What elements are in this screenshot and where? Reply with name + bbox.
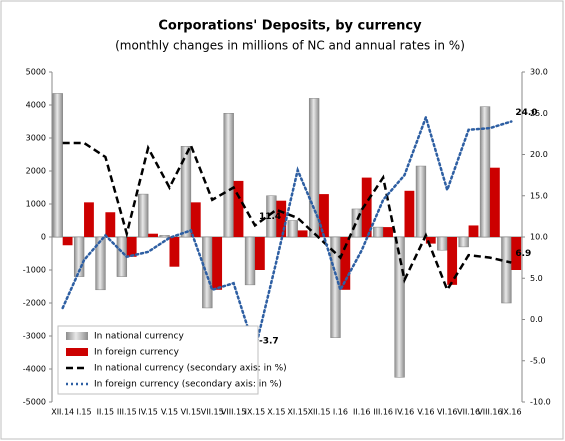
y-tick-label: -5000 — [23, 398, 46, 407]
bar — [489, 167, 500, 237]
bar — [244, 236, 256, 286]
legend-swatch — [66, 332, 88, 340]
bar — [458, 236, 469, 248]
legend-swatch — [66, 348, 88, 356]
x-tick-label: I.16 — [333, 408, 348, 417]
x-tick-label: II.15 — [97, 408, 114, 417]
x-tick-label: IX.15 — [245, 408, 266, 417]
y2-tick-label: -5.0 — [530, 356, 546, 365]
x-tick-label: VIII.15 — [221, 408, 246, 417]
bar — [425, 237, 436, 244]
x-tick-label: VII.16 — [457, 408, 480, 417]
y2-tick-label: 25.0 — [530, 109, 548, 118]
x-tick-label: V.15 — [161, 408, 178, 417]
x-tick-label: III.16 — [373, 408, 393, 417]
bar — [287, 220, 298, 238]
bar — [511, 237, 522, 270]
x-tick-label: VIII.16 — [477, 408, 502, 417]
bar — [169, 237, 180, 267]
x-tick-label: I.15 — [76, 408, 91, 417]
bar — [84, 202, 94, 237]
bar — [447, 237, 458, 285]
bar — [297, 230, 308, 237]
y2-tick-label: 0.0 — [530, 315, 543, 324]
bar — [383, 227, 393, 237]
data-label: 11.4 — [259, 212, 281, 222]
bar — [52, 93, 63, 238]
x-tick-label: III.15 — [117, 408, 137, 417]
data-label: -3.7 — [259, 337, 279, 347]
bar — [62, 237, 73, 246]
bar — [73, 236, 85, 277]
y2-tick-label: 15.0 — [530, 191, 548, 200]
x-tick-label: XII.14 — [51, 408, 74, 417]
bar — [105, 212, 116, 237]
chart-title: Corporations' Deposits, by currency — [158, 19, 422, 34]
y-tick-label: -3000 — [23, 332, 46, 341]
x-tick-label: XII.15 — [308, 408, 331, 417]
bar — [180, 146, 192, 238]
y2-tick-label: 30.0 — [530, 68, 548, 77]
bar — [394, 236, 405, 378]
y2-tick-label: 10.0 — [530, 233, 548, 242]
legend-label: In foreign currency (secondary axis: in … — [94, 380, 282, 390]
y-tick-label: -1000 — [23, 266, 46, 275]
bar — [159, 235, 170, 238]
y2-tick-label: 20.0 — [530, 150, 548, 159]
x-tick-label: V.16 — [417, 408, 434, 417]
bar — [308, 98, 320, 238]
y-tick-label: 3000 — [26, 134, 46, 143]
line — [61, 113, 513, 355]
bar — [126, 237, 137, 257]
x-tick-label: X.15 — [267, 408, 285, 417]
bar — [340, 237, 351, 290]
bar — [138, 193, 149, 238]
y-tick-label: -4000 — [23, 365, 46, 374]
legend-box — [57, 325, 259, 395]
bar — [361, 177, 372, 237]
legend-label: In foreign currency — [94, 348, 180, 358]
bar — [404, 190, 415, 237]
x-tick-label: VI.15 — [181, 408, 202, 417]
bar — [276, 200, 287, 237]
bar — [319, 194, 329, 237]
bar — [415, 165, 427, 238]
x-tick-label: XI.15 — [287, 408, 308, 417]
bar — [148, 233, 158, 237]
data-label: 24.0 — [515, 108, 537, 118]
bar — [351, 208, 363, 238]
bar — [437, 236, 448, 251]
y-tick-label: 4000 — [26, 101, 46, 110]
data-label: 6.9 — [515, 249, 531, 259]
x-tick-label: IV.15 — [138, 408, 158, 417]
bar — [501, 236, 512, 304]
bar — [468, 225, 479, 237]
bar — [254, 237, 265, 270]
x-tick-label: IX.16 — [501, 408, 522, 417]
y2-tick-label: -10.0 — [530, 398, 551, 407]
bar — [95, 236, 106, 291]
bar — [233, 180, 244, 237]
bar — [223, 113, 234, 238]
y-tick-label: 1000 — [26, 200, 46, 209]
x-tick-label: IV.16 — [395, 408, 415, 417]
bar — [212, 237, 223, 290]
y-tick-label: 0 — [41, 233, 46, 242]
x-tick-label: VI.16 — [437, 408, 458, 417]
chart-subtitle: (monthly changes in millions of NC and a… — [115, 39, 465, 53]
legend-label: In national currency — [94, 332, 184, 342]
bar — [479, 106, 491, 238]
y-tick-label: 5000 — [26, 68, 46, 77]
line — [62, 141, 512, 293]
y2-tick-label: 5.0 — [530, 274, 543, 283]
y-tick-label: 2000 — [26, 167, 46, 176]
legend-label: In national currency (secondary axis: in… — [94, 364, 287, 374]
bar — [373, 226, 384, 238]
x-tick-label: II.16 — [353, 408, 370, 417]
bar — [190, 202, 201, 237]
y-tick-label: -2000 — [23, 299, 46, 308]
x-tick-label: VII.15 — [201, 408, 224, 417]
